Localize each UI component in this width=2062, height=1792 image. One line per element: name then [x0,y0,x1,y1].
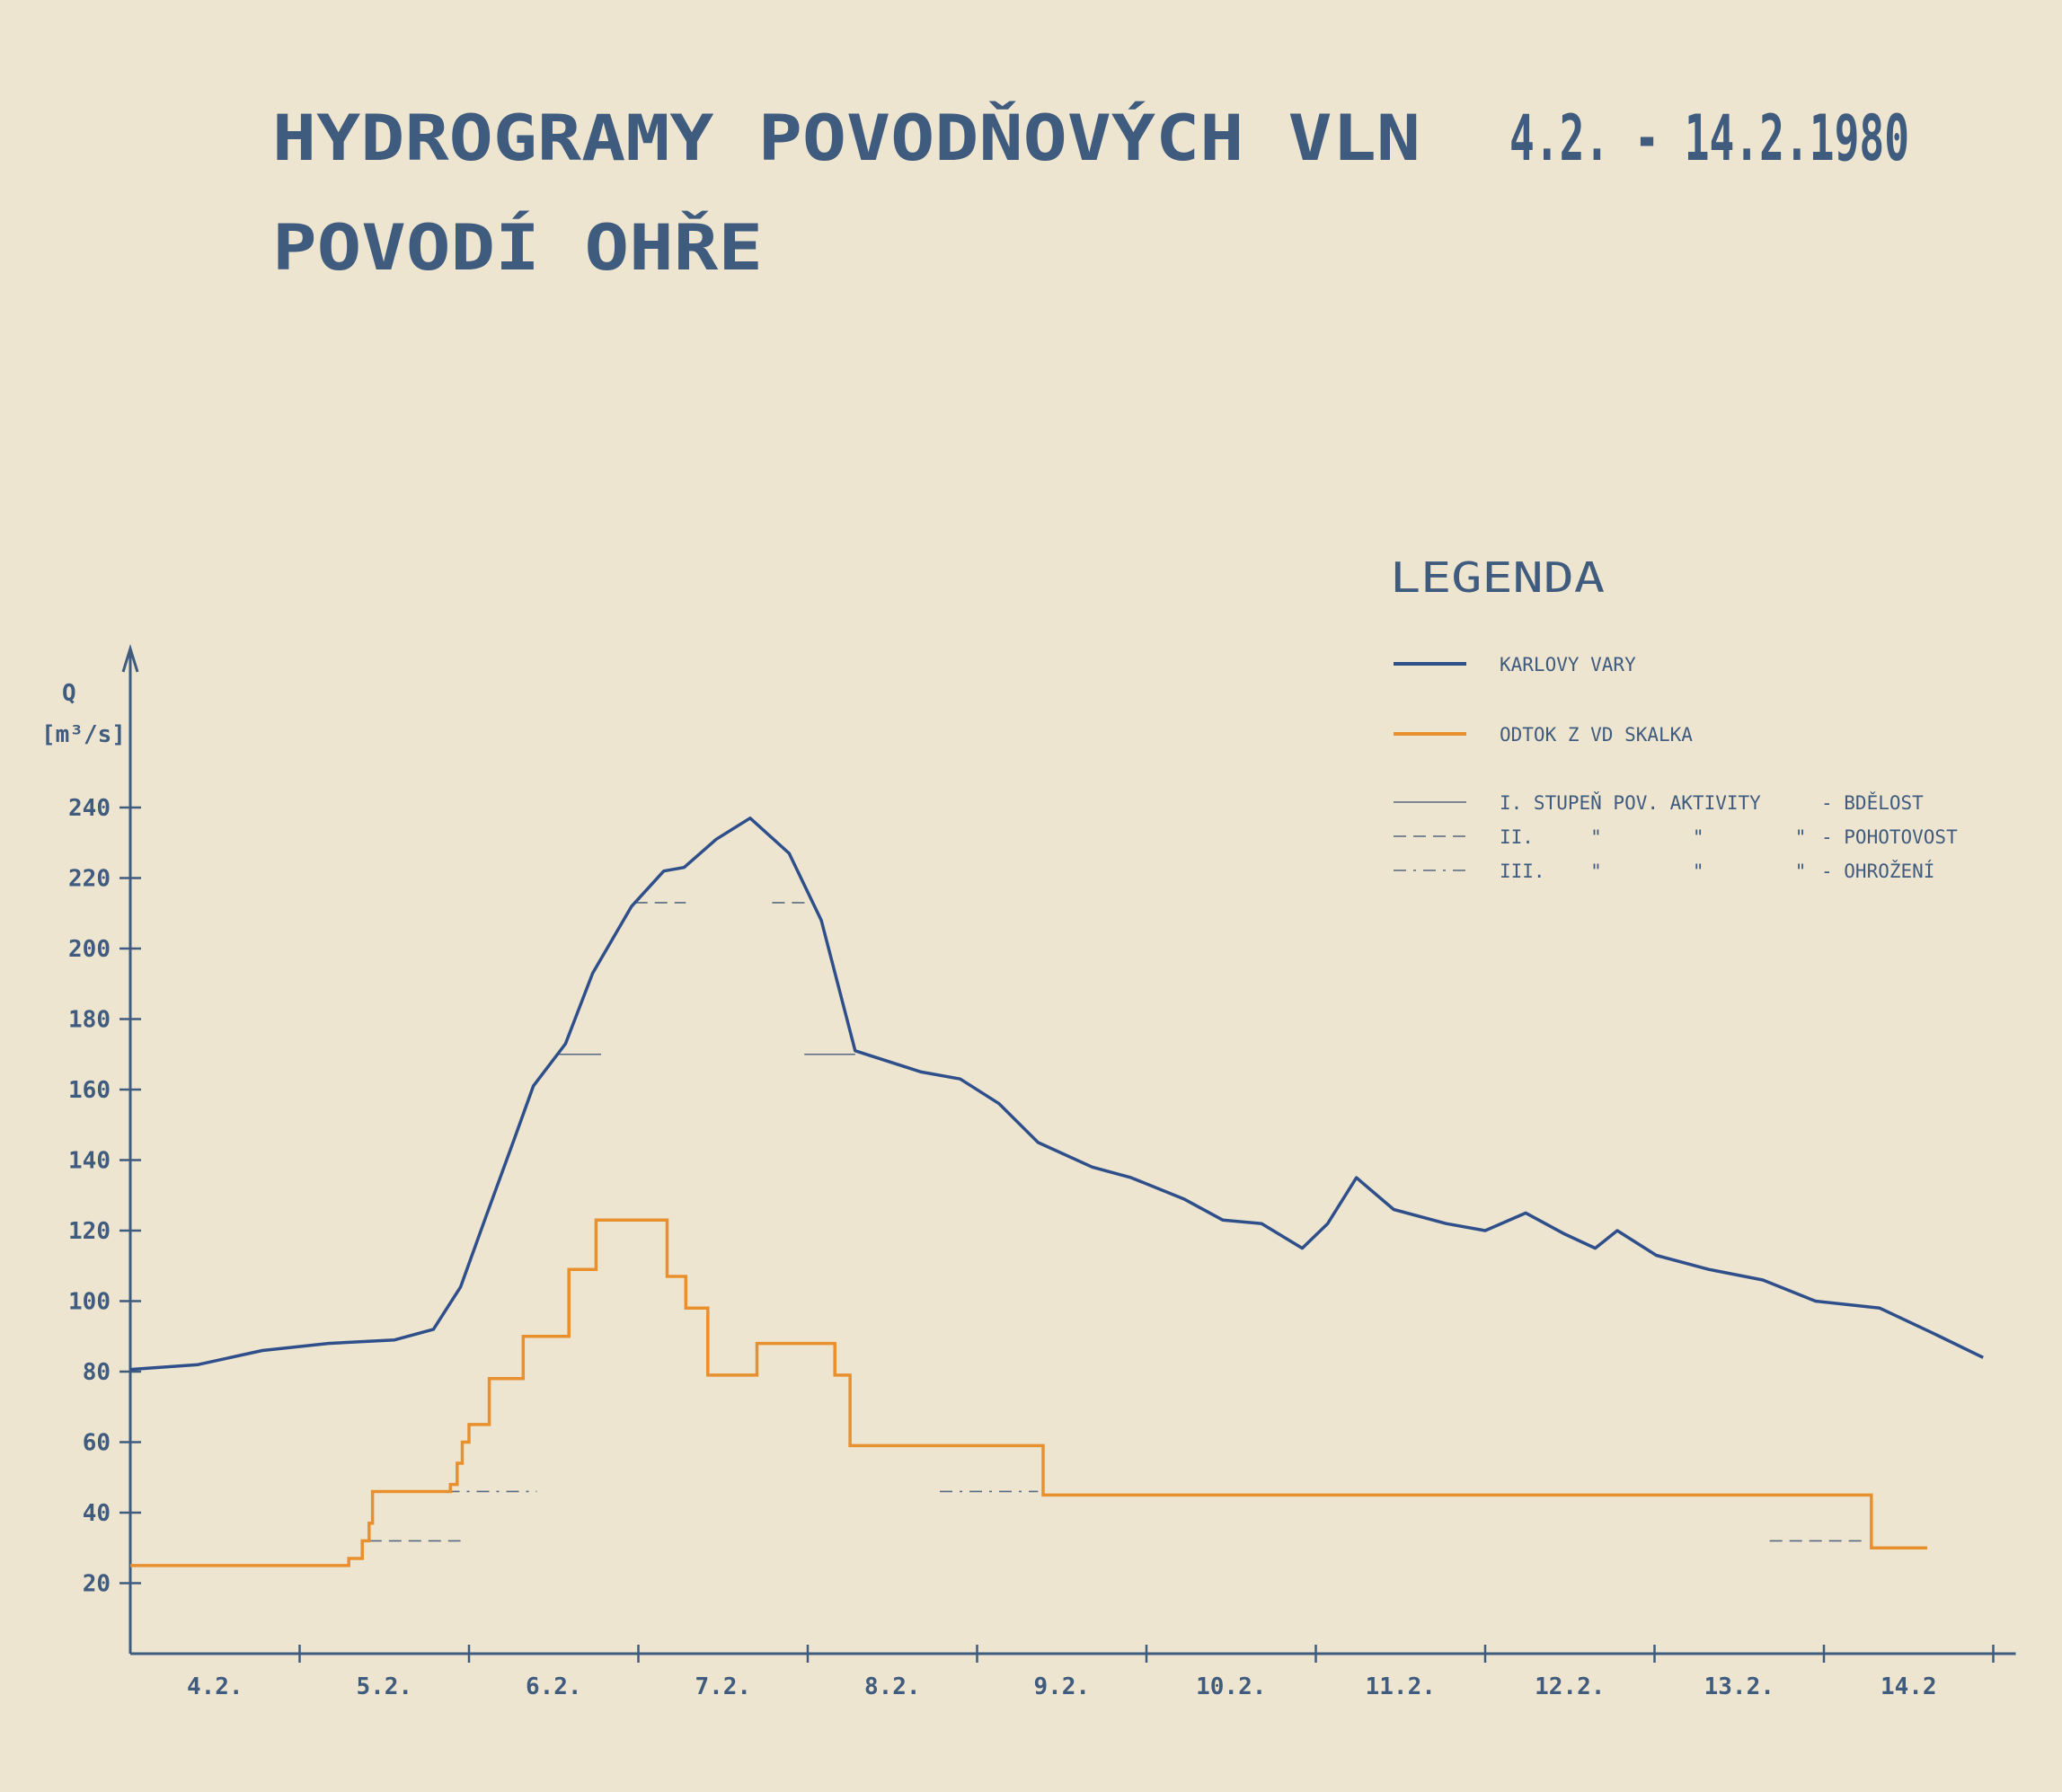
axes: 20 40 60 80 100 120 140 160 180 200 220 240 4.2. 5.2.… [68,643,2016,1700]
x-tick-label: 4.2. [187,1673,243,1700]
legend-level: - OHROŽENÍ [1821,860,1934,882]
legend-level: - BDĚLOST [1821,791,1924,814]
y-axis-unit: [m³/s] [41,721,126,748]
legend-label: KARLOVY VARY [1500,654,1636,675]
y-axis-label: Q [62,680,76,707]
skalka-outflow-step-line [129,1218,1927,1567]
x-tick-label: 5.2. [356,1673,412,1700]
y-axis-arrow-icon [121,643,139,673]
y-tick-label: 200 [68,936,111,963]
legend-label: III. " " " [1500,861,1806,882]
series [129,817,1984,1567]
legend-label: I. STUPEŇ POV. AKTIVITY [1500,791,1761,814]
y-tick-label: 180 [68,1007,111,1034]
y-tick-label: 100 [68,1289,111,1316]
karlovy-vary-line [129,817,1984,1372]
chart-subtitle: POVODÍ OHŘE [272,211,763,285]
legend-label: ODTOK Z VD SKALKA [1500,724,1693,746]
chart-date-range: 4.2. - 14.2.1980 [1509,102,1909,175]
x-tick-label: 8.2. [864,1673,921,1700]
y-tick-label: 160 [68,1077,111,1104]
legend-label: II. " " " [1500,826,1806,848]
x-tick-label: 12.2. [1535,1673,1605,1700]
y-tick-label: 220 [68,866,111,893]
y-tick-label: 40 [83,1500,111,1527]
x-tick-label: 13.2. [1704,1673,1774,1700]
x-tick-label: 7.2. [695,1673,751,1700]
y-tick-label: 20 [83,1571,111,1598]
x-tick-label: 10.2. [1196,1673,1266,1700]
x-tick-label: 11.2. [1366,1673,1436,1700]
threshold-lines [368,902,1869,1542]
y-tick-label: 120 [68,1218,111,1245]
x-tick-label: 14.2 [1881,1673,1937,1700]
y-tick-label: 140 [68,1148,111,1175]
y-tick-label: 80 [83,1359,111,1386]
x-tick-label: 9.2. [1033,1673,1090,1700]
y-tick-label: 60 [83,1430,111,1457]
legend-title: LEGENDA [1390,553,1605,602]
x-tick-label: 6.2. [526,1673,582,1700]
chart-title: HYDROGRAMY POVODŇOVÝCH VLN [272,102,1420,175]
legend: KARLOVY VARY ODTOK Z VD SKALKA I. STUPEŇ P… [1394,654,1958,882]
legend-level: - POHOTOVOST [1821,826,1958,848]
y-tick-label: 240 [68,795,111,822]
